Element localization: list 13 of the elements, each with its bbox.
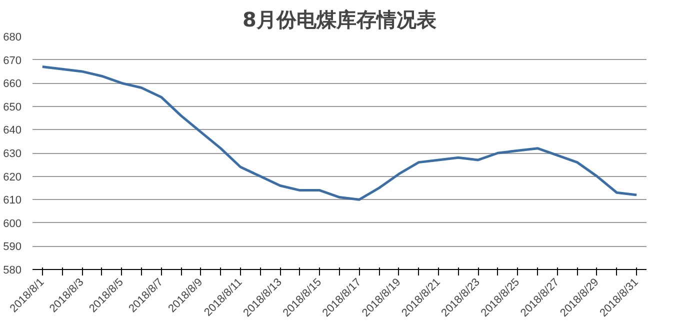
line-series — [41, 66, 638, 201]
y-tick-label: 640 — [3, 124, 22, 137]
y-tick-label: 630 — [3, 148, 22, 160]
y-tick-label: 610 — [3, 194, 22, 207]
y-tick-label: 580 — [3, 264, 22, 276]
y-tick-label: 670 — [3, 54, 22, 67]
chart-title: 8月份电煤库存情况表 — [242, 8, 436, 32]
y-tick-label: 680 — [3, 32, 22, 44]
y-tick-label: 660 — [3, 78, 22, 90]
y-tick-label: 620 — [3, 171, 22, 184]
y-tick-label: 600 — [3, 218, 22, 230]
y-tick-label: 650 — [3, 101, 22, 114]
y-tick-label: 590 — [3, 241, 22, 254]
